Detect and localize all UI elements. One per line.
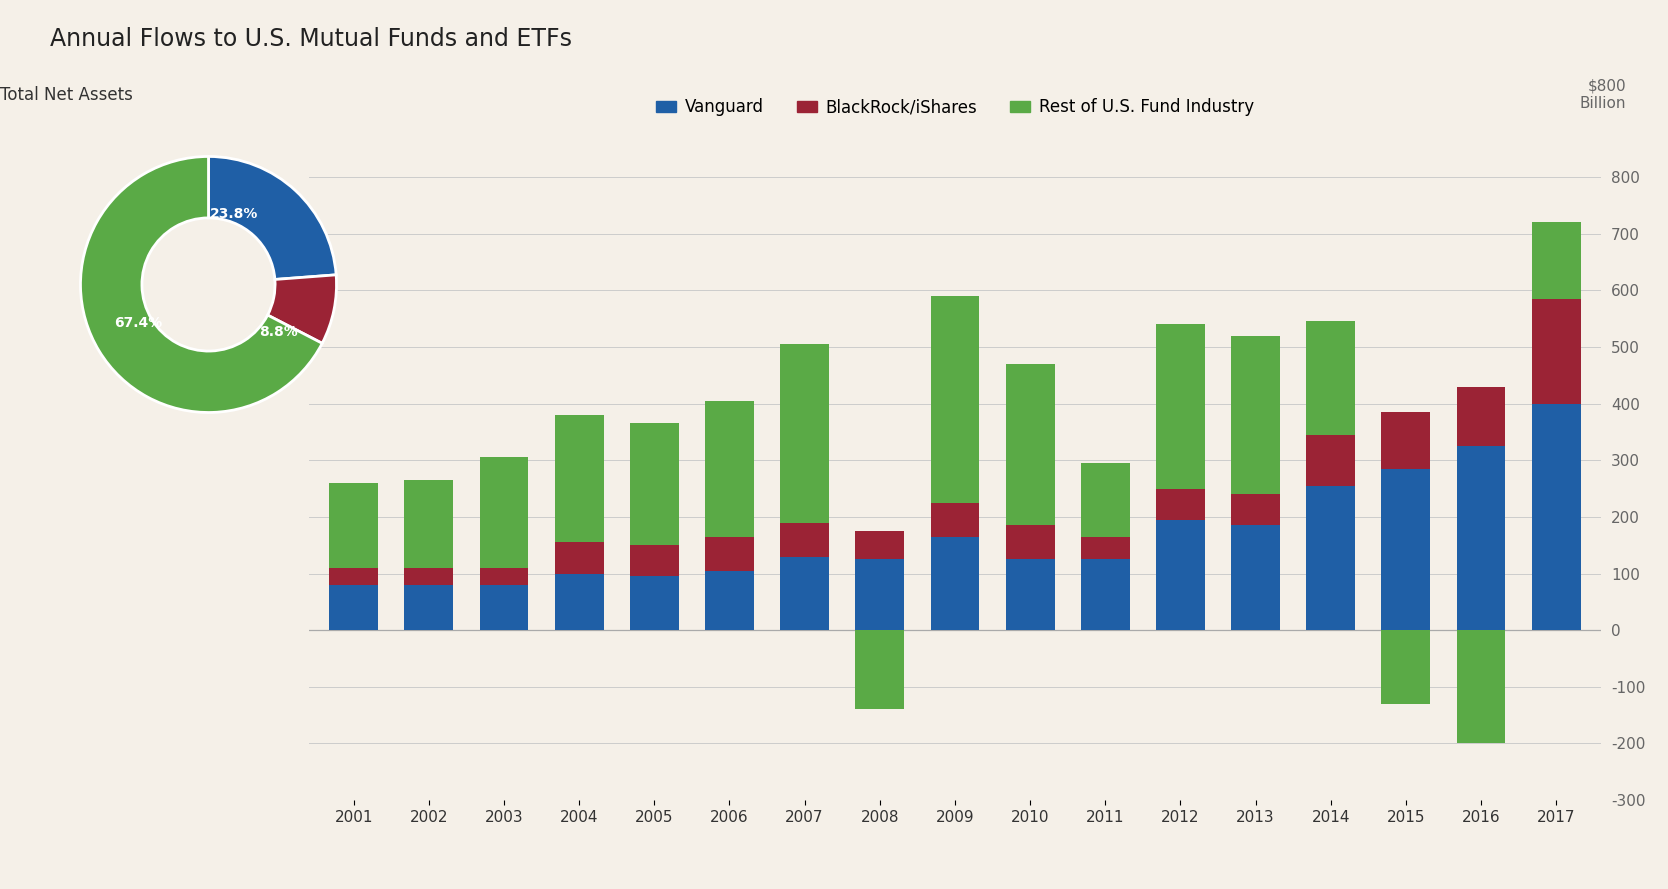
Bar	[931, 537, 979, 630]
Bar	[1306, 485, 1354, 630]
Bar	[480, 568, 529, 585]
Bar	[706, 537, 754, 571]
Wedge shape	[80, 156, 322, 412]
Legend: Vanguard, BlackRock/iShares, Rest of U.S. Fund Industry: Vanguard, BlackRock/iShares, Rest of U.S…	[649, 92, 1261, 123]
Text: Billion: Billion	[1580, 96, 1626, 111]
Text: 23.8%: 23.8%	[210, 207, 259, 221]
Bar	[1081, 537, 1129, 559]
Bar	[1156, 520, 1204, 630]
Bar	[1381, 469, 1429, 630]
Bar	[555, 542, 604, 573]
Bar	[1531, 299, 1581, 404]
Bar	[404, 568, 454, 585]
Bar	[404, 585, 454, 630]
Bar	[931, 296, 979, 502]
Bar	[1456, 387, 1506, 446]
Bar	[1156, 489, 1204, 520]
Bar	[480, 458, 529, 568]
Bar	[329, 483, 379, 568]
Bar	[1081, 559, 1129, 630]
Bar	[480, 585, 529, 630]
Bar	[1381, 412, 1429, 469]
Bar	[856, 630, 904, 709]
Bar	[555, 573, 604, 630]
Bar	[1381, 630, 1429, 704]
Bar	[856, 531, 904, 559]
Bar	[931, 502, 979, 537]
Bar	[555, 415, 604, 542]
Bar	[631, 423, 679, 545]
Text: $800: $800	[1588, 78, 1626, 93]
Bar	[404, 480, 454, 568]
Bar	[781, 557, 829, 630]
Text: 67.4%: 67.4%	[113, 316, 162, 330]
Bar	[1006, 525, 1054, 559]
Bar	[1156, 324, 1204, 489]
Bar	[329, 568, 379, 585]
Bar	[1081, 463, 1129, 537]
Bar	[706, 571, 754, 630]
Text: Total Net Assets: Total Net Assets	[0, 86, 133, 104]
Bar	[1006, 559, 1054, 630]
Wedge shape	[208, 156, 337, 279]
Bar	[1231, 494, 1279, 525]
Bar	[1531, 404, 1581, 630]
Text: Annual Flows to U.S. Mutual Funds and ETFs: Annual Flows to U.S. Mutual Funds and ET…	[50, 27, 572, 51]
Bar	[781, 344, 829, 523]
Bar	[706, 401, 754, 537]
Wedge shape	[267, 275, 337, 343]
Bar	[631, 545, 679, 576]
Bar	[1306, 322, 1354, 435]
Bar	[1306, 435, 1354, 485]
Text: 8.8%: 8.8%	[260, 325, 299, 340]
Bar	[1006, 364, 1054, 525]
Bar	[1231, 336, 1279, 494]
Bar	[1231, 525, 1279, 630]
Bar	[1456, 630, 1506, 743]
Bar	[631, 576, 679, 630]
Bar	[856, 559, 904, 630]
Bar	[1456, 446, 1506, 630]
Bar	[329, 585, 379, 630]
Bar	[781, 523, 829, 557]
Bar	[1531, 222, 1581, 299]
